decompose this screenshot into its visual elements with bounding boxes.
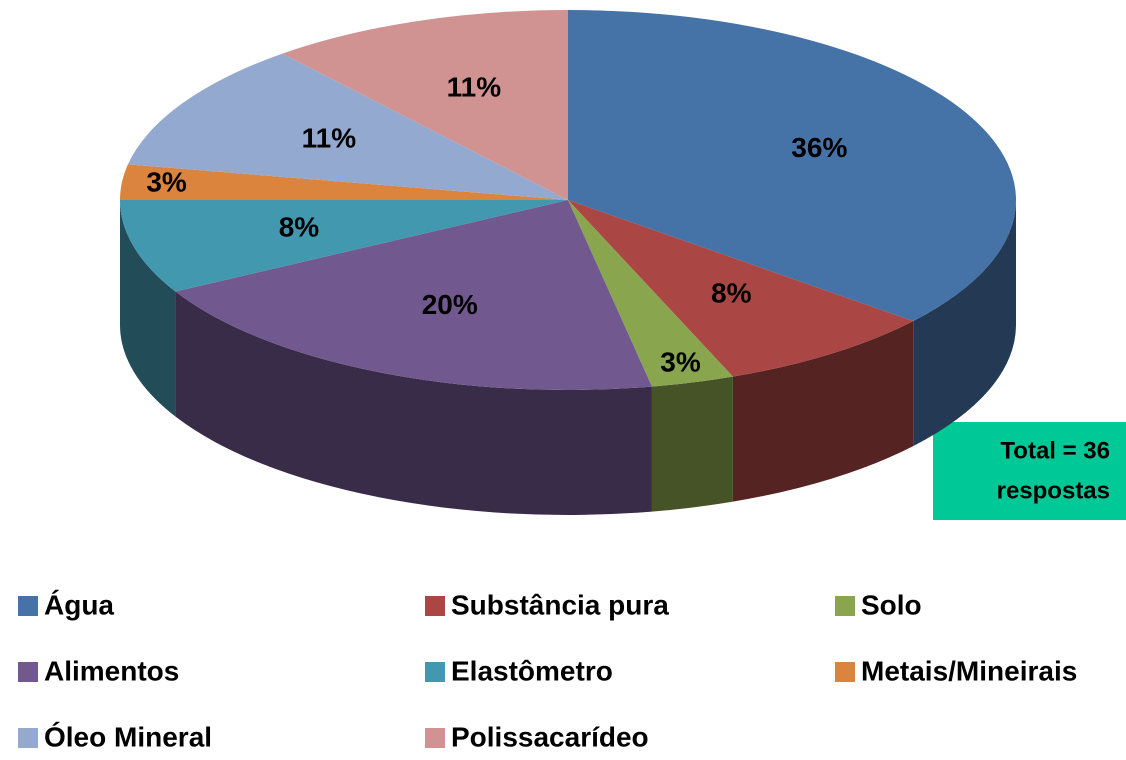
annotation-box xyxy=(933,422,1126,520)
data-label: 20% xyxy=(422,289,478,320)
legend-label: Alimentos xyxy=(44,655,179,686)
data-label: 36% xyxy=(791,132,847,163)
slice-side xyxy=(120,200,176,417)
data-label: 11% xyxy=(302,122,357,153)
slice xyxy=(282,10,568,200)
legend-label: Polissacarídeo xyxy=(451,721,649,752)
data-label: 3% xyxy=(660,347,701,378)
slice-side xyxy=(175,291,652,515)
data-label: 11% xyxy=(447,72,502,103)
slice-side xyxy=(913,200,1016,447)
legend-label: Óleo Mineral xyxy=(44,721,212,752)
legend-swatch xyxy=(425,596,445,616)
data-label: 3% xyxy=(146,166,187,197)
legend-swatch xyxy=(18,662,38,682)
legend-swatch xyxy=(835,662,855,682)
legend-swatch xyxy=(425,662,445,682)
legend-label: Elastômetro xyxy=(451,655,613,686)
slice-side xyxy=(651,376,733,512)
legend-label: Água xyxy=(44,589,114,620)
legend-swatch xyxy=(18,728,38,748)
slice xyxy=(568,10,1017,322)
legend-swatch xyxy=(18,596,38,616)
legend-label: Solo xyxy=(861,589,922,620)
legend-swatch xyxy=(425,728,445,748)
slice xyxy=(175,200,652,390)
slice xyxy=(127,53,569,201)
legend-swatch xyxy=(835,596,855,616)
slice xyxy=(568,200,733,387)
annotation-line: respostas xyxy=(997,477,1110,504)
slice xyxy=(120,200,568,292)
legend-label: Metais/Mineirais xyxy=(861,655,1077,686)
slice xyxy=(568,200,914,377)
annotation-line: Total = 36 xyxy=(1000,437,1110,464)
slice xyxy=(120,164,568,200)
slice-side xyxy=(732,321,914,502)
legend-label: Substância pura xyxy=(451,589,669,620)
data-label: 8% xyxy=(711,278,752,309)
data-label: 8% xyxy=(279,212,320,243)
